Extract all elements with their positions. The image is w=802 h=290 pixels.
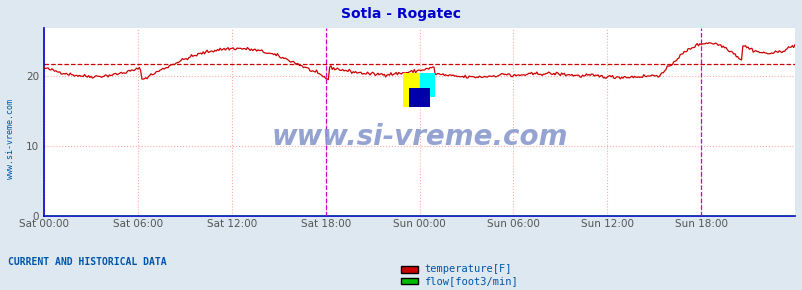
Bar xyxy=(403,73,419,107)
Text: temperature[F]: temperature[F] xyxy=(423,264,511,274)
Bar xyxy=(408,88,430,107)
Text: www.si-vreme.com: www.si-vreme.com xyxy=(6,99,15,179)
Text: CURRENT AND HISTORICAL DATA: CURRENT AND HISTORICAL DATA xyxy=(8,257,167,267)
Text: Sotla - Rogatec: Sotla - Rogatec xyxy=(341,7,461,21)
Text: flow[foot3/min]: flow[foot3/min] xyxy=(423,276,517,286)
Bar xyxy=(419,73,434,97)
Text: www.si-vreme.com: www.si-vreme.com xyxy=(271,123,567,151)
